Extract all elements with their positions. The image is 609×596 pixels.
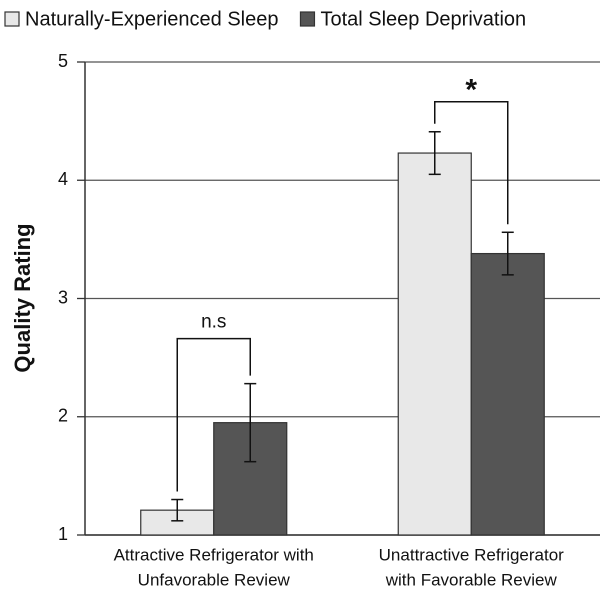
y-tick-label: 2: [58, 406, 68, 426]
legend-label: Total Sleep Deprivation: [320, 8, 526, 30]
y-tick-label: 1: [58, 524, 68, 544]
x-tick-label: Attractive Refrigerator with: [114, 545, 314, 564]
annotation: *: [465, 74, 477, 107]
y-axis-label: Quality Rating: [10, 223, 35, 372]
bar: [470, 252, 545, 536]
x-tick-label: Unfavorable Review: [138, 570, 291, 589]
legend-swatch: [4, 11, 20, 27]
x-tick-label: Unattractive Refrigerator: [379, 545, 565, 564]
annotation: n.s: [201, 312, 226, 333]
x-tick-label: with Favorable Review: [385, 570, 558, 589]
legend-swatch: [299, 11, 316, 27]
significance-bracket: [176, 337, 251, 492]
y-tick-label: 5: [58, 51, 68, 71]
y-tick-label: 4: [58, 169, 68, 189]
legend-label: Naturally-Experienced Sleep: [25, 8, 278, 30]
significance-bracket: [434, 101, 509, 225]
y-tick-label: 3: [58, 287, 68, 307]
bar: [397, 152, 472, 536]
